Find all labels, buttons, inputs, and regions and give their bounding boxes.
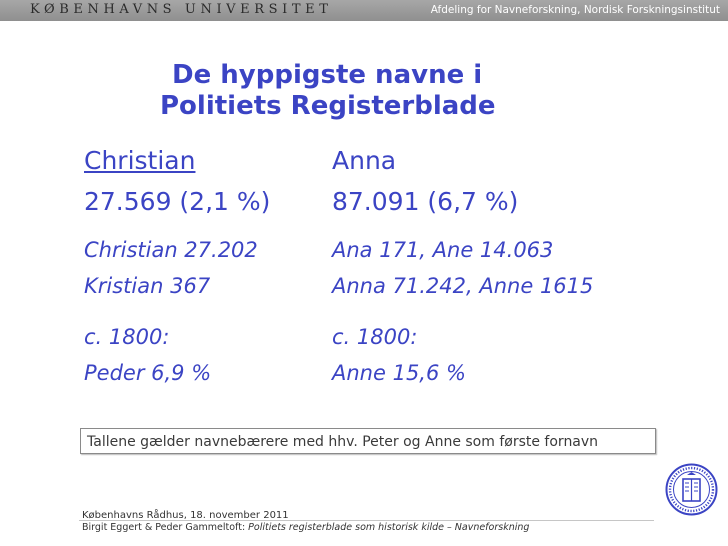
note-box: Tallene gælder navnebærere med hhv. Pete… [80, 428, 656, 454]
university-logo-text: KØBENHAVNS UNIVERSITET [30, 2, 333, 17]
footer-place-date: Københavns Rådhus, 18. november 2011 [82, 510, 289, 521]
right-count: 87.091 (6,7 %) [332, 187, 519, 216]
right-name: Anna [332, 146, 397, 175]
right-era-name: Anne 15,6 % [332, 361, 466, 385]
footer-credits: Birgit Eggert & Peder Gammeltoft: Politi… [82, 522, 529, 533]
slide-title-line1: De hyppigste navne i [172, 60, 483, 90]
footer-talk-title: Politiets registerblade som historisk ki… [248, 522, 530, 533]
left-variant-2: Kristian 367 [84, 274, 211, 298]
left-era-label: c. 1800: [84, 325, 170, 349]
university-seal-icon [665, 463, 718, 516]
footer-divider [79, 520, 654, 521]
slide-title-line2: Politiets Registerblade [160, 91, 496, 121]
footer-authors: Birgit Eggert & Peder Gammeltoft: [82, 522, 249, 533]
slide-title: De hyppigste navne i Politiets Registerb… [160, 60, 496, 122]
left-variant-1: Christian 27.202 [84, 238, 258, 262]
department-name: Afdeling for Navneforskning, Nordisk For… [430, 4, 720, 16]
left-era-name: Peder 6,9 % [84, 361, 212, 385]
right-era-label: c. 1800: [332, 325, 418, 349]
right-variant-2: Anna 71.242, Anne 1615 [332, 274, 594, 298]
left-count: 27.569 (2,1 %) [84, 187, 271, 216]
left-name: Christian [84, 146, 196, 175]
header-bar: KØBENHAVNS UNIVERSITET Afdeling for Navn… [0, 0, 728, 21]
right-variant-1: Ana 171, Ane 14.063 [332, 238, 554, 262]
